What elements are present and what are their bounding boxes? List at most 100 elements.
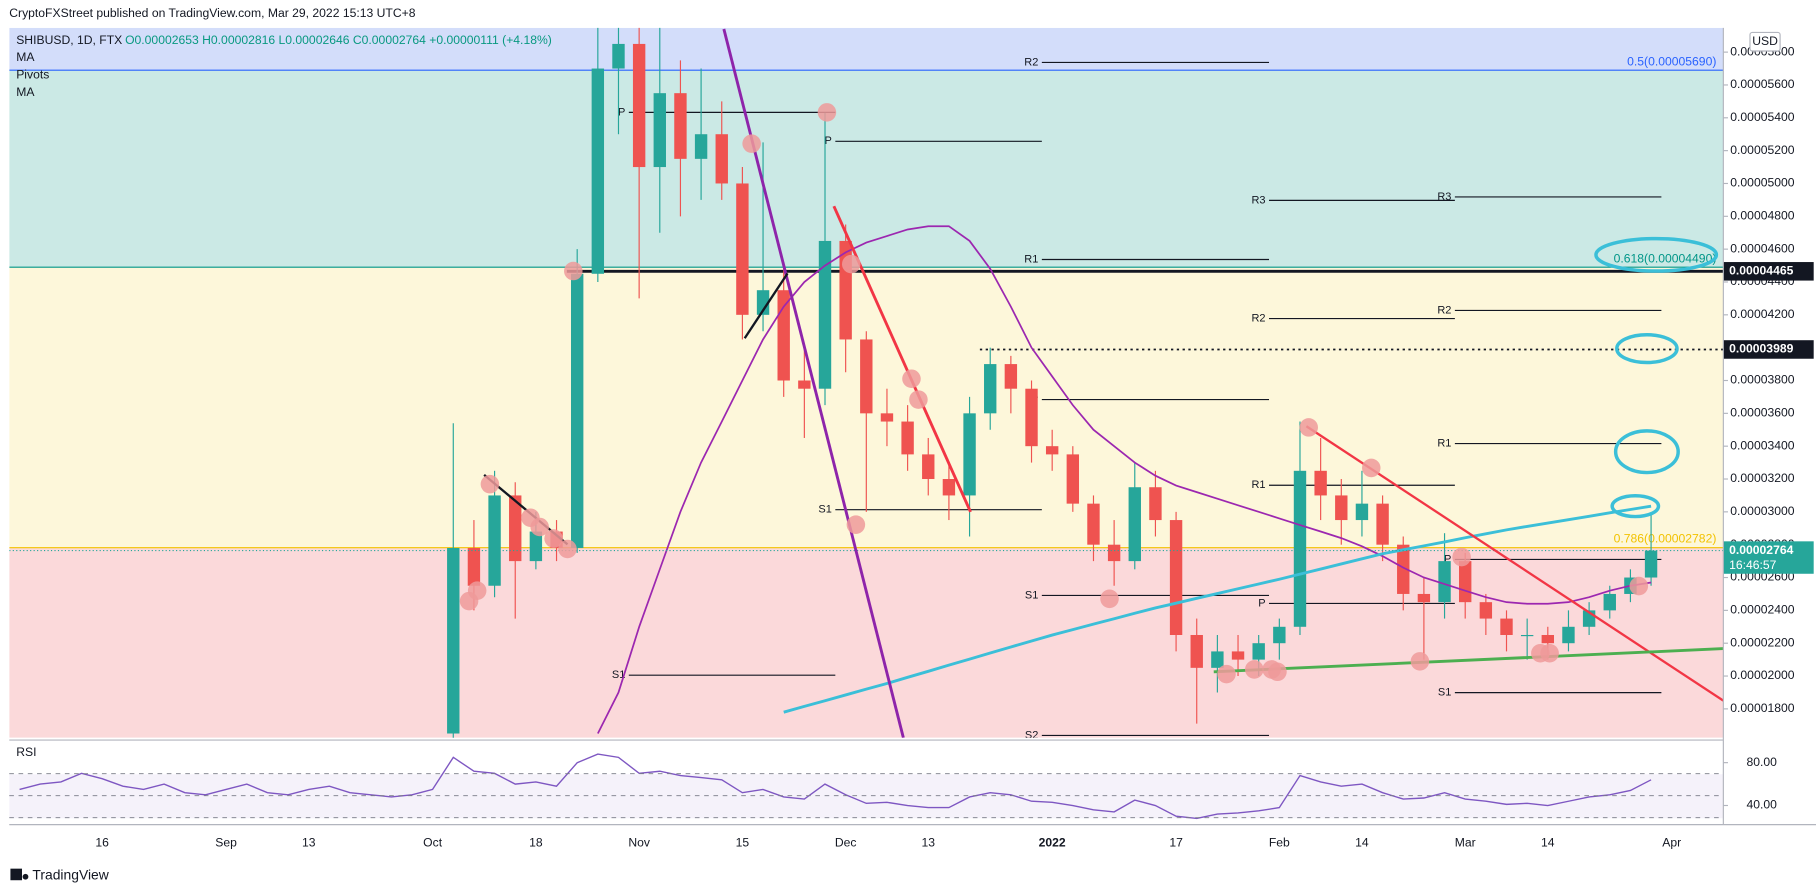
candle-body	[1479, 602, 1493, 619]
price-pane: PS1PS1R2R1PS1S2R3R2R1PR3R2R1PS1	[9, 27, 1724, 738]
rsi-band	[9, 774, 1724, 819]
x-tick-label: Dec	[835, 835, 857, 849]
candle-body	[674, 93, 687, 159]
pivot-label: R1	[1251, 479, 1265, 491]
price-tag-label: 0.00003989	[1729, 342, 1793, 356]
currency-box[interactable]	[1749, 31, 1781, 52]
candle-body	[1293, 470, 1307, 627]
x-tick-label: 14	[1541, 835, 1555, 849]
pivot-label: S1	[818, 504, 831, 516]
fib-label: 0.618(0.00004490)	[1614, 251, 1717, 265]
candle-body	[901, 421, 914, 455]
x-tick-label: 13	[921, 835, 935, 849]
y-tick-label: 0.00002200	[1730, 635, 1794, 649]
x-tick-label: Mar	[1455, 835, 1476, 849]
candle-body	[1211, 651, 1224, 668]
candle-body	[632, 43, 646, 168]
candle-body	[715, 134, 728, 184]
candle-body	[1541, 634, 1555, 644]
y-tick-label: 0.00003000	[1730, 504, 1794, 518]
candle-body	[694, 134, 708, 159]
x-tick-label: 17	[1169, 835, 1183, 849]
y-tick-label: 80.00	[1747, 755, 1778, 769]
candle-body	[509, 495, 522, 562]
candle-body	[1355, 503, 1369, 521]
pivot-label: P	[1258, 597, 1265, 609]
trend-line	[1213, 647, 1724, 674]
candle-body	[1459, 561, 1472, 603]
candle-body	[1128, 487, 1141, 562]
candle-body	[818, 240, 832, 389]
x-tick-label: 14	[1355, 835, 1369, 849]
candle-body	[1252, 643, 1265, 660]
y-tick-label: 40.00	[1747, 798, 1778, 812]
candle-body	[1314, 470, 1327, 496]
candle-body	[1335, 495, 1348, 521]
candle-body	[1417, 593, 1431, 603]
pivot-label: P	[1444, 553, 1451, 565]
candle-body	[1438, 561, 1451, 603]
brand: TradingView	[32, 866, 109, 882]
x-tick-label: 13	[302, 835, 316, 849]
y-tick-label: 0.00004600	[1730, 241, 1794, 255]
candle-body	[777, 290, 790, 381]
candle-body	[591, 68, 605, 274]
x-tick-label: Oct	[423, 835, 443, 849]
candle-body	[1603, 593, 1616, 611]
currency[interactable]: USD	[1752, 34, 1778, 48]
candle-body	[1045, 446, 1059, 455]
pivot-label: R3	[1251, 194, 1265, 206]
candle-body	[1397, 544, 1410, 594]
y-tick-label: 0.00002400	[1730, 603, 1794, 617]
candle-body	[1169, 520, 1183, 635]
candle-body	[1500, 618, 1513, 635]
candle-body	[488, 495, 501, 586]
indicator-ma: MA	[16, 50, 35, 64]
pivot-label: R2	[1024, 56, 1038, 68]
moving-average	[597, 225, 1652, 734]
last-price-tag	[1723, 541, 1814, 574]
y-tick-label: 0.00004800	[1730, 209, 1794, 223]
candle-body	[798, 380, 811, 389]
candle-body	[1190, 634, 1203, 668]
candle-body	[1087, 503, 1100, 545]
candle-body	[880, 413, 894, 422]
candle-body	[1066, 454, 1080, 504]
countdown: 16:46:57	[1729, 558, 1777, 572]
candle-body	[922, 454, 935, 480]
pivot-label: R2	[1251, 313, 1265, 325]
y-tick-label: 0.00001800	[1730, 701, 1794, 715]
y-tick-label: 0.00003400	[1730, 438, 1794, 452]
candle-body	[1107, 544, 1121, 562]
pivot-label: S1	[1438, 687, 1451, 699]
pivot-label: P	[825, 135, 832, 147]
price-tag	[1723, 340, 1814, 359]
candle-body	[529, 531, 543, 562]
price-tag-label: 0.00004465	[1729, 264, 1793, 278]
x-tick-label: Feb	[1269, 835, 1290, 849]
trend-line	[743, 272, 789, 339]
candle-body	[1376, 503, 1389, 545]
pivot-label: P	[618, 106, 625, 118]
candle-body	[1004, 364, 1018, 389]
candle-body	[963, 413, 976, 496]
pivot-label: R2	[1437, 304, 1451, 316]
y-tick-label: 0.00005000	[1730, 176, 1794, 190]
y-tick-label: 0.00005600	[1730, 77, 1794, 91]
candle-body	[570, 273, 584, 548]
candle-body	[942, 479, 956, 496]
fib-zones: 0.5(0.00005690) 0.618(0.00004490) 0.786(0.…	[9, 27, 1724, 738]
x-tick-label: Apr	[1662, 835, 1681, 849]
ohlc: O0.00002653 H0.00002816 L0.00002646 C0.0…	[125, 33, 552, 47]
rsi-title: RSI	[16, 745, 36, 759]
pivot-label: R1	[1437, 437, 1451, 449]
pivot-label: S1	[612, 669, 625, 681]
price-tag	[1723, 262, 1814, 281]
rsi-line	[19, 753, 1652, 820]
fib-zone	[9, 547, 1724, 738]
last-price-label: 0.00002764	[1729, 543, 1793, 557]
published-note: CryptoFXStreet published on TradingView.…	[9, 6, 415, 20]
x-tick-label: 18	[529, 835, 543, 849]
candle-body	[984, 364, 997, 414]
